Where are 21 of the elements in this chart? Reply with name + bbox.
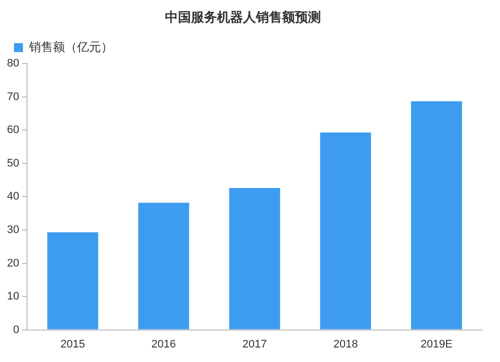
y-tick-label: 0 bbox=[13, 324, 20, 336]
x-tick-label: 2015 bbox=[60, 338, 85, 350]
bar bbox=[411, 101, 462, 330]
y-tick-label: 30 bbox=[6, 224, 20, 236]
x-tick-label: 2018 bbox=[333, 338, 358, 350]
y-tick-label: 60 bbox=[6, 124, 20, 136]
chart-title: 中国服务机器人销售额预测 bbox=[165, 9, 321, 24]
y-tick-label: 20 bbox=[6, 257, 20, 270]
x-tick-label: 2016 bbox=[151, 338, 176, 350]
y-tick-label: 70 bbox=[6, 90, 20, 103]
legend-label: 销售额（亿元） bbox=[28, 40, 113, 54]
y-tick-label: 80 bbox=[6, 58, 20, 70]
bar bbox=[320, 132, 372, 330]
y-tick-label: 40 bbox=[6, 190, 20, 203]
bar bbox=[47, 232, 98, 330]
bar bbox=[229, 188, 280, 330]
y-tick-label: 10 bbox=[6, 290, 20, 303]
bar bbox=[138, 202, 190, 330]
x-tick-label: 2017 bbox=[242, 338, 267, 350]
x-tick-label: 2019E bbox=[420, 338, 452, 350]
y-tick-label: 50 bbox=[6, 157, 20, 170]
